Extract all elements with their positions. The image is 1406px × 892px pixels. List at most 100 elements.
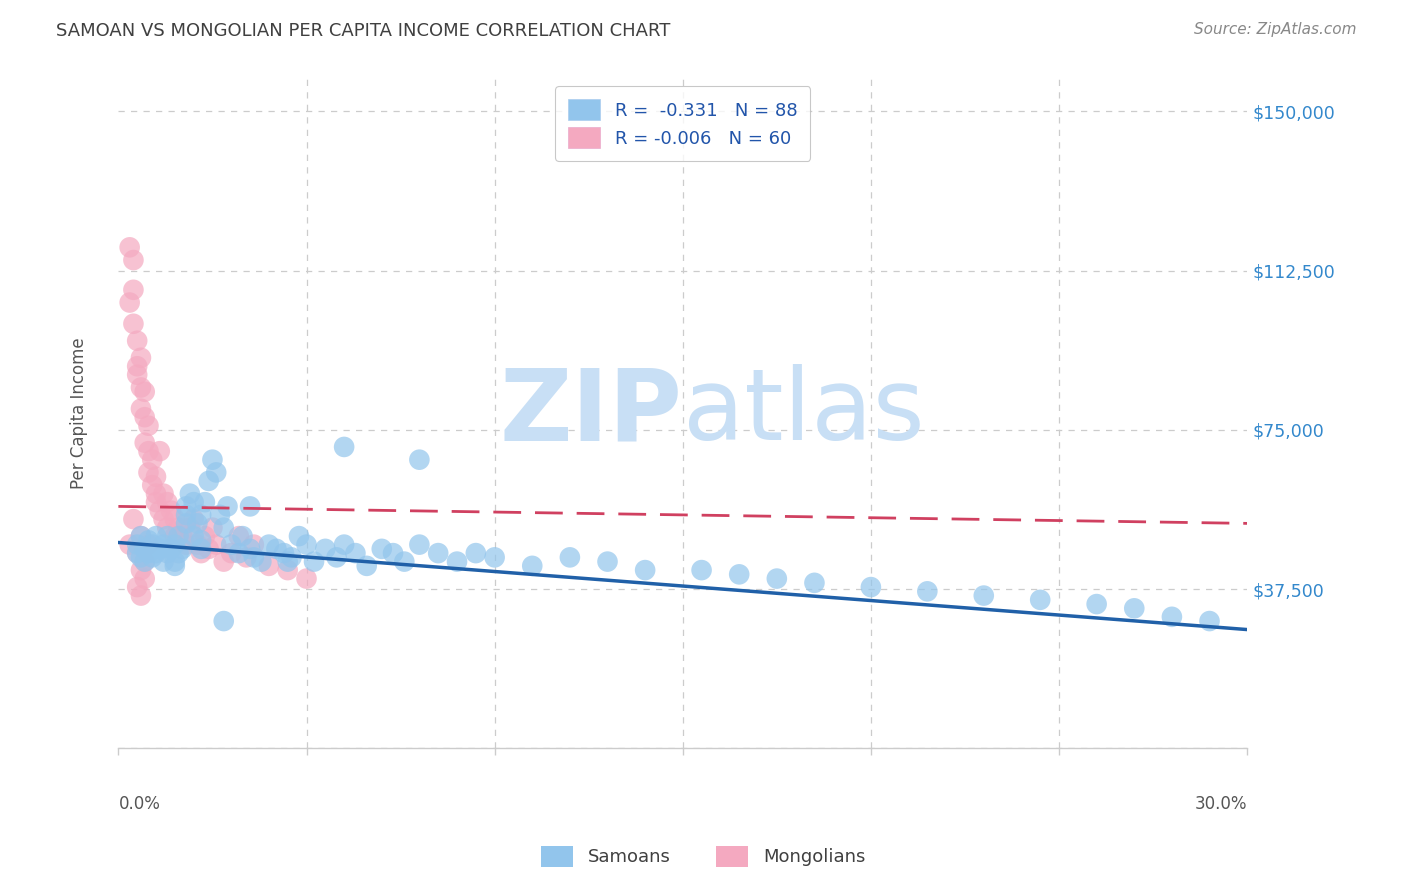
Point (190, 546, 212, 560)
Point (134, 384, 156, 399)
Point (183, 495, 205, 509)
Point (634, 563, 657, 577)
Point (219, 538, 242, 552)
Point (127, 538, 149, 552)
Point (152, 486, 174, 500)
Point (127, 334, 149, 348)
Point (145, 469, 167, 483)
Text: 30.0%: 30.0% (1195, 796, 1247, 814)
Point (194, 529, 217, 543)
Point (129, 550, 152, 565)
Text: SAMOAN VS MONGOLIAN PER CAPITA INCOME CORRELATION CHART: SAMOAN VS MONGOLIAN PER CAPITA INCOME CO… (56, 22, 671, 40)
Point (325, 550, 347, 565)
Point (596, 555, 619, 569)
Point (129, 401, 152, 416)
Point (127, 546, 149, 560)
Point (174, 538, 197, 552)
Point (408, 452, 430, 467)
Point (344, 546, 367, 560)
Point (183, 512, 205, 526)
Point (152, 512, 174, 526)
Legend: Samoans, Mongolians: Samoans, Mongolians (534, 838, 872, 874)
Point (235, 550, 257, 565)
Point (122, 317, 145, 331)
Point (194, 495, 217, 509)
Point (134, 555, 156, 569)
Point (266, 541, 288, 556)
Legend: R =  -0.331   N = 88, R = -0.006   N = 60: R = -0.331 N = 88, R = -0.006 N = 60 (555, 87, 810, 161)
Point (152, 538, 174, 552)
Point (149, 444, 172, 458)
Point (134, 435, 156, 450)
Point (382, 546, 405, 560)
Point (141, 478, 163, 492)
Point (205, 538, 228, 552)
Point (208, 508, 231, 522)
Point (766, 572, 789, 586)
Point (141, 452, 163, 467)
Point (152, 555, 174, 569)
Point (190, 508, 212, 522)
Point (129, 351, 152, 365)
Point (295, 538, 318, 552)
Point (141, 550, 163, 565)
Point (228, 529, 250, 543)
Point (163, 529, 186, 543)
Point (186, 538, 208, 552)
Point (217, 500, 239, 514)
Point (174, 516, 197, 531)
Point (273, 546, 295, 560)
Text: ZIP: ZIP (501, 365, 683, 461)
Point (129, 529, 152, 543)
Point (156, 529, 179, 543)
Text: Source: ZipAtlas.com: Source: ZipAtlas.com (1194, 22, 1357, 37)
Point (314, 541, 336, 556)
Point (179, 521, 201, 535)
Point (127, 368, 149, 382)
Point (394, 555, 416, 569)
Point (172, 541, 194, 556)
Point (212, 614, 235, 628)
Point (371, 541, 394, 556)
Point (356, 558, 378, 573)
Point (803, 575, 825, 590)
Point (1123, 601, 1146, 615)
Point (172, 529, 194, 543)
Point (190, 541, 212, 556)
Point (1160, 610, 1182, 624)
Point (138, 466, 160, 480)
Point (122, 283, 145, 297)
Point (464, 546, 486, 560)
Point (129, 529, 152, 543)
Point (197, 541, 219, 556)
Point (239, 500, 262, 514)
Point (129, 589, 152, 603)
Point (183, 529, 205, 543)
Point (1029, 592, 1052, 607)
Point (129, 563, 152, 577)
Point (163, 558, 186, 573)
Point (174, 500, 197, 514)
Point (138, 444, 160, 458)
Point (212, 521, 235, 535)
Point (243, 550, 266, 565)
Point (333, 440, 356, 454)
Point (145, 495, 167, 509)
Point (145, 546, 167, 560)
Point (257, 538, 280, 552)
Point (138, 533, 160, 548)
Point (122, 512, 145, 526)
Point (190, 533, 212, 548)
Point (149, 541, 172, 556)
Point (127, 546, 149, 560)
Point (859, 580, 882, 594)
Point (118, 240, 141, 254)
Point (558, 550, 581, 565)
Point (127, 580, 149, 594)
Point (167, 529, 190, 543)
Point (156, 546, 179, 560)
Point (219, 546, 242, 560)
Point (134, 572, 156, 586)
Point (295, 572, 318, 586)
Point (690, 563, 713, 577)
